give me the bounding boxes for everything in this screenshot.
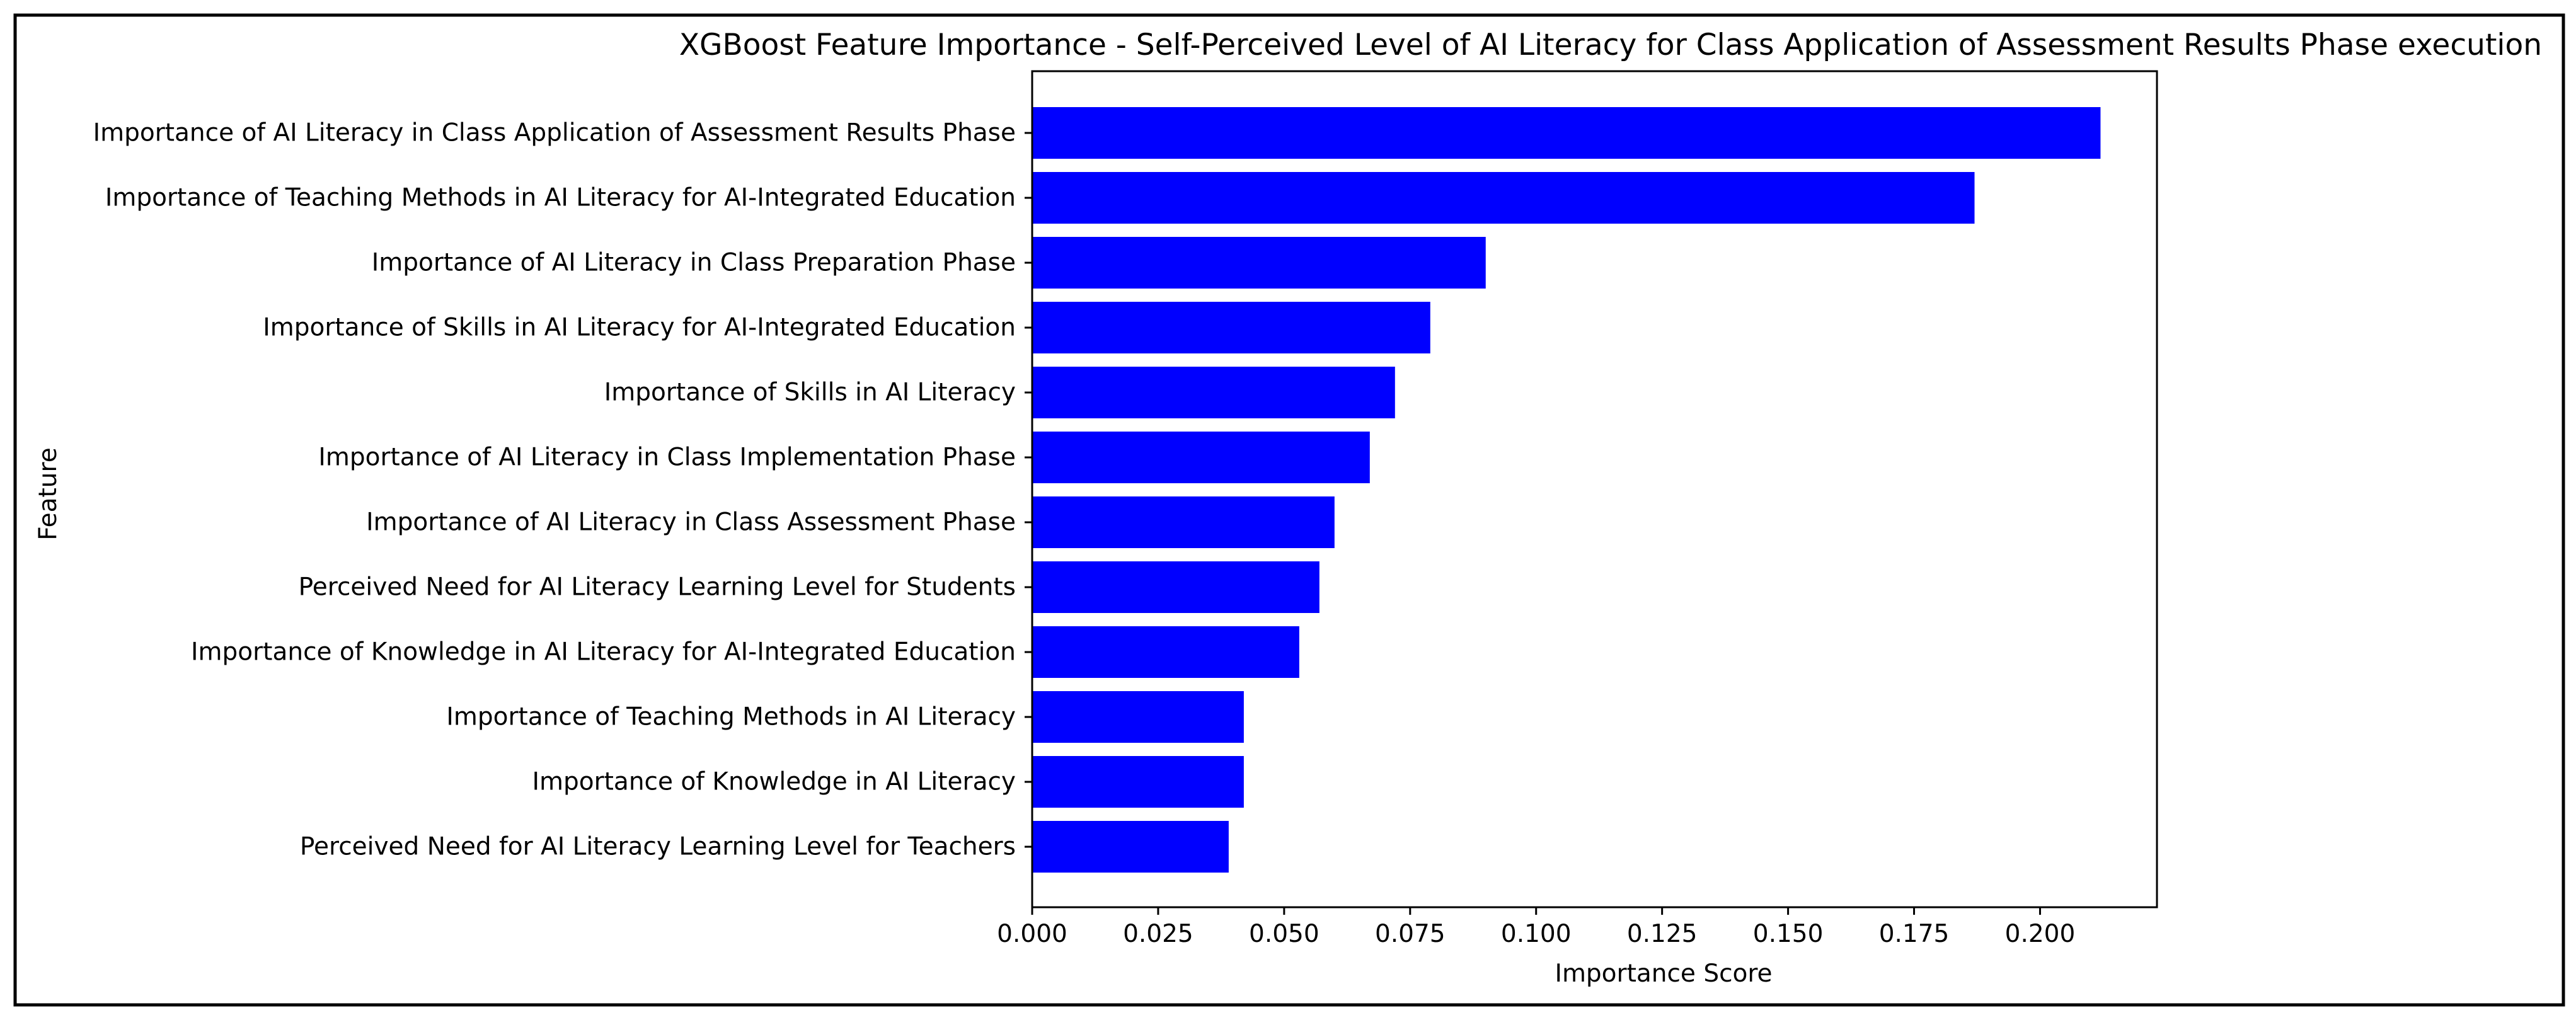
bar [1032,496,1335,548]
x-tick-label: 0.150 [1753,920,1824,948]
y-tick-label: Importance of AI Literacy in Class Appli… [93,119,1016,147]
figure-frame [13,13,2565,1007]
y-axis-label: Feature [34,447,62,540]
y-tick-labels: Importance of AI Literacy in Class Appli… [93,119,1032,861]
plot-area-frame [1031,70,2158,908]
y-tick-label: Importance of Teaching Methods in AI Lit… [446,703,1016,731]
y-tick-label: Perceived Need for AI Literacy Learning … [300,833,1016,861]
x-ticks: 0.000 0.025 0.050 0.075 0.100 0.125 0.150 0.175… [997,907,2075,948]
bar [1032,172,1975,224]
bar [1032,237,1486,289]
y-tick-label: Perceived Need for AI Literacy Learning … [299,573,1016,602]
x-tick-label: 0.025 [1123,920,1193,948]
x-tick-label: 0.075 [1375,920,1446,948]
y-tick-label: Importance of AI Literacy in Class Asses… [366,508,1016,537]
y-tick-label: Importance of Skills in AI Literacy for … [263,314,1016,342]
x-tick-label: 0.175 [1879,920,1950,948]
bar [1032,432,1370,483]
x-tick-label: 0.100 [1501,920,1572,948]
x-tick-label: 0.000 [997,920,1067,948]
bar [1032,561,1320,613]
bar [1032,756,1244,808]
x-tick-label: 0.050 [1249,920,1320,948]
bar [1032,367,1395,418]
chart-title: XGBoost Feature Importance - Self-Percei… [679,28,2542,62]
x-tick-label: 0.125 [1627,920,1698,948]
y-tick-label: Importance of AI Literacy in Class Prepa… [372,249,1016,277]
y-tick-label: Importance of Skills in AI Literacy [604,379,1016,407]
y-tick-label: Importance of Teaching Methods in AI Lit… [105,184,1016,212]
y-tick-label: Importance of Knowledge in AI Literacy [532,768,1016,796]
bar [1032,626,1299,678]
y-tick-label: Importance of AI Literacy in Class Imple… [318,444,1016,472]
bar [1032,302,1430,353]
x-axis-label: Importance Score [1555,960,1772,988]
bar [1032,107,2101,159]
bars-group [1032,107,2101,873]
x-tick-label: 0.200 [2005,920,2076,948]
bar [1032,691,1244,743]
bar [1032,821,1229,873]
y-tick-label: Importance of Knowledge in AI Literacy f… [191,638,1016,667]
